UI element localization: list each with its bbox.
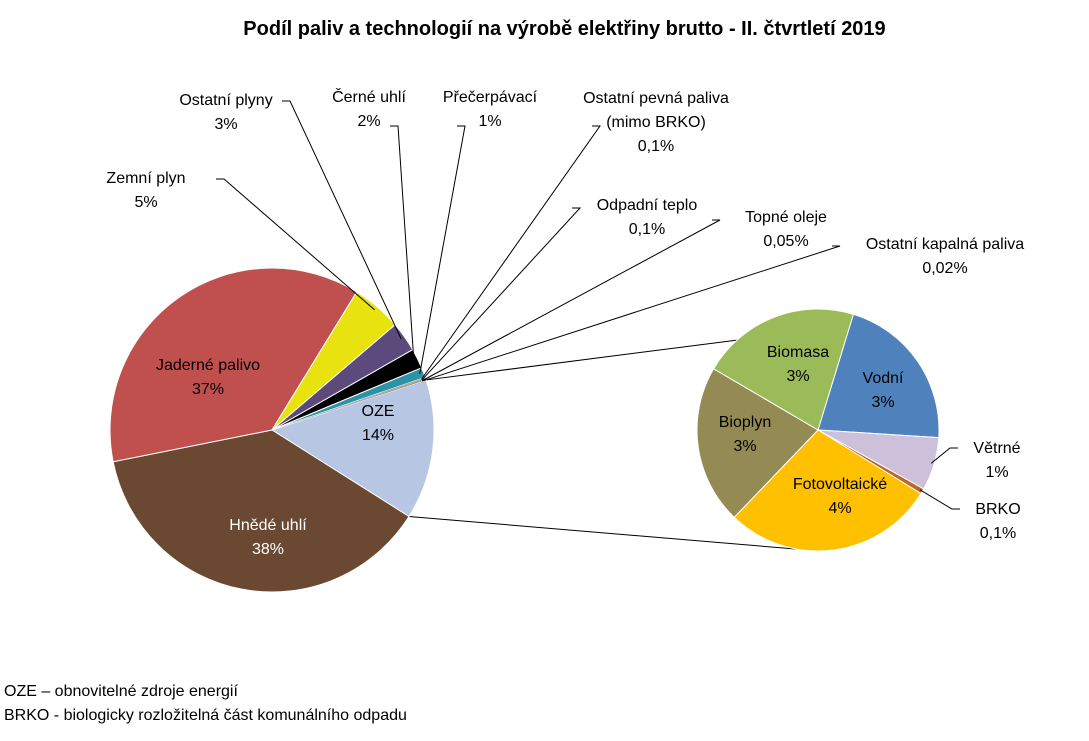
sub-label-biomasa-line: 3% — [786, 368, 809, 385]
main-label-jaderne-palivo: Jaderné palivo 37% — [156, 357, 260, 398]
main-label-precerpavaci-line: Přečerpávací — [443, 89, 538, 106]
sub-label-vodni-line: Vodní — [863, 370, 904, 387]
connector-line-top — [426, 339, 738, 381]
leader-line-zemni-plyn — [216, 178, 375, 311]
sub-label-fotovoltaicke-line: 4% — [828, 500, 851, 517]
main-slice-topne-oleje — [272, 379, 427, 430]
sub-label-vetrne-line: Větrné — [973, 440, 1020, 457]
sub-label-biomasa: Biomasa 3% — [767, 344, 829, 385]
sub-slice-vodni — [817, 313, 940, 439]
main-label-ostatni-plyny: Ostatní plyny 3% — [179, 92, 272, 133]
main-label-ostatni-pevna-paliva-mimo-brko-line: (mimo BRKO) — [606, 114, 706, 131]
main-label-ostatni-pevna-paliva-mimo-brko: Ostatní pevná paliva (mimo BRKO) 0,1% — [583, 90, 729, 155]
leader-line-vetrne — [930, 447, 958, 464]
main-label-jaderne-palivo-line: 37% — [192, 381, 224, 398]
main-label-jaderne-palivo-line: Jaderné palivo — [156, 357, 260, 374]
main-label-ostatni-pevna-paliva-mimo-brko-line: 0,1% — [638, 138, 674, 155]
main-slice-ostatni-pevna-paliva-mimo-brko — [272, 377, 426, 430]
sub-label-vodni: Vodní 3% — [863, 370, 904, 411]
main-slice-oze — [270, 379, 435, 518]
leader-line-topne-oleje — [421, 219, 721, 382]
sub-label-bioplyn-line: Bioplyn — [719, 414, 771, 431]
sub-label-brko-line: BRKO — [975, 501, 1020, 518]
leader-line-brko — [919, 489, 960, 510]
main-label-ostatni-plyny-line: Ostatní plyny — [179, 92, 272, 109]
note-oze: OZE – obnovitelné zdroje energií — [4, 683, 238, 700]
main-slice-jaderne-palivo — [109, 267, 358, 463]
main-label-oze-line: 14% — [362, 427, 394, 444]
main-label-odpadni-teplo: Odpadní teplo 0,1% — [597, 197, 698, 238]
note-brko: BRKO - biologicky rozložitelná část komu… — [4, 707, 407, 724]
chart-notes: OZE – obnovitelné zdroje energií BRKO - … — [4, 680, 407, 728]
leader-line-precerpavaci — [419, 125, 466, 375]
main-label-topne-oleje-line: 0,05% — [763, 233, 808, 250]
main-label-hnede-uhli-line: Hnědé uhlí — [229, 517, 307, 534]
leader-line-odpadni-teplo — [421, 207, 582, 381]
main-label-ostatni-kapalna-paliva-line: 0,02% — [922, 260, 967, 277]
main-label-oze-line: OZE — [362, 403, 395, 420]
main-label-hnede-uhli: Hnědé uhlí 38% — [229, 517, 307, 558]
sub-label-fotovoltaicke-line: Fotovoltaické — [793, 476, 887, 493]
leader-line-ostatni-plyny — [282, 100, 402, 340]
main-slice-ostatni-kapalna-paliva — [272, 379, 427, 430]
sub-label-biomasa-line: Biomasa — [767, 344, 829, 361]
main-label-odpadni-teplo-line: 0,1% — [629, 221, 665, 238]
main-label-precerpavaci: Přečerpávací 1% — [443, 89, 538, 130]
main-label-topne-oleje: Topné oleje 0,05% — [745, 209, 827, 250]
main-label-cerne-uhli-line: 2% — [357, 113, 380, 130]
main-label-zemni-plyn-line: Zemní plyn — [106, 170, 185, 187]
leader-line-ostatni-pevna-paliva-mimo-brko — [421, 125, 601, 380]
main-label-ostatni-kapalna-paliva: Ostatní kapalná paliva 0,02% — [866, 236, 1024, 277]
chart-title: Podíl paliv a technologií na výrobě elek… — [243, 18, 886, 40]
sub-label-bioplyn-line: 3% — [733, 438, 756, 455]
sub-label-vetrne-line: 1% — [985, 464, 1008, 481]
sub-label-vetrne: Větrné 1% — [973, 440, 1020, 481]
sub-slice-fotovoltaicke — [733, 429, 922, 552]
main-label-ostatni-kapalna-paliva-line: Ostatní kapalná paliva — [866, 236, 1024, 253]
main-label-zemni-plyn: Zemní plyn 5% — [106, 170, 185, 211]
sub-label-fotovoltaicke: Fotovoltaické 4% — [793, 476, 887, 517]
leader-line-cerne-uhli — [390, 125, 415, 361]
main-label-cerne-uhli: Černé uhlí 2% — [332, 87, 406, 130]
connector-line-bottom — [408, 515, 798, 550]
main-label-precerpavaci-line: 1% — [478, 113, 501, 130]
main-label-hnede-uhli-line: 38% — [252, 541, 284, 558]
main-label-zemni-plyn-line: 5% — [134, 194, 157, 211]
sub-slice-bioplyn — [696, 368, 819, 519]
main-label-oze: OZE 14% — [362, 403, 395, 444]
main-slice-precerpavaci — [271, 367, 426, 431]
main-label-ostatni-pevna-paliva-mimo-brko-line: Ostatní pevná paliva — [583, 90, 729, 107]
main-slice-odpadni-teplo — [272, 378, 426, 430]
sub-slice-biomasa — [712, 308, 855, 431]
main-label-cerne-uhli-line: Černé uhlí — [332, 87, 406, 106]
main-label-ostatni-plyny-line: 3% — [214, 116, 237, 133]
main-slice-hnede-uhli — [112, 429, 410, 593]
sub-label-brko: BRKO 0,1% — [975, 501, 1020, 542]
main-label-topne-oleje-line: Topné oleje — [745, 209, 827, 226]
main-label-odpadni-teplo-line: Odpadní teplo — [597, 197, 698, 214]
leader-line-ostatni-kapalna-paliva — [422, 245, 841, 382]
sub-label-vodni-line: 3% — [871, 394, 894, 411]
sub-label-brko-line: 0,1% — [980, 525, 1016, 542]
sub-label-bioplyn: Bioplyn 3% — [719, 414, 771, 455]
